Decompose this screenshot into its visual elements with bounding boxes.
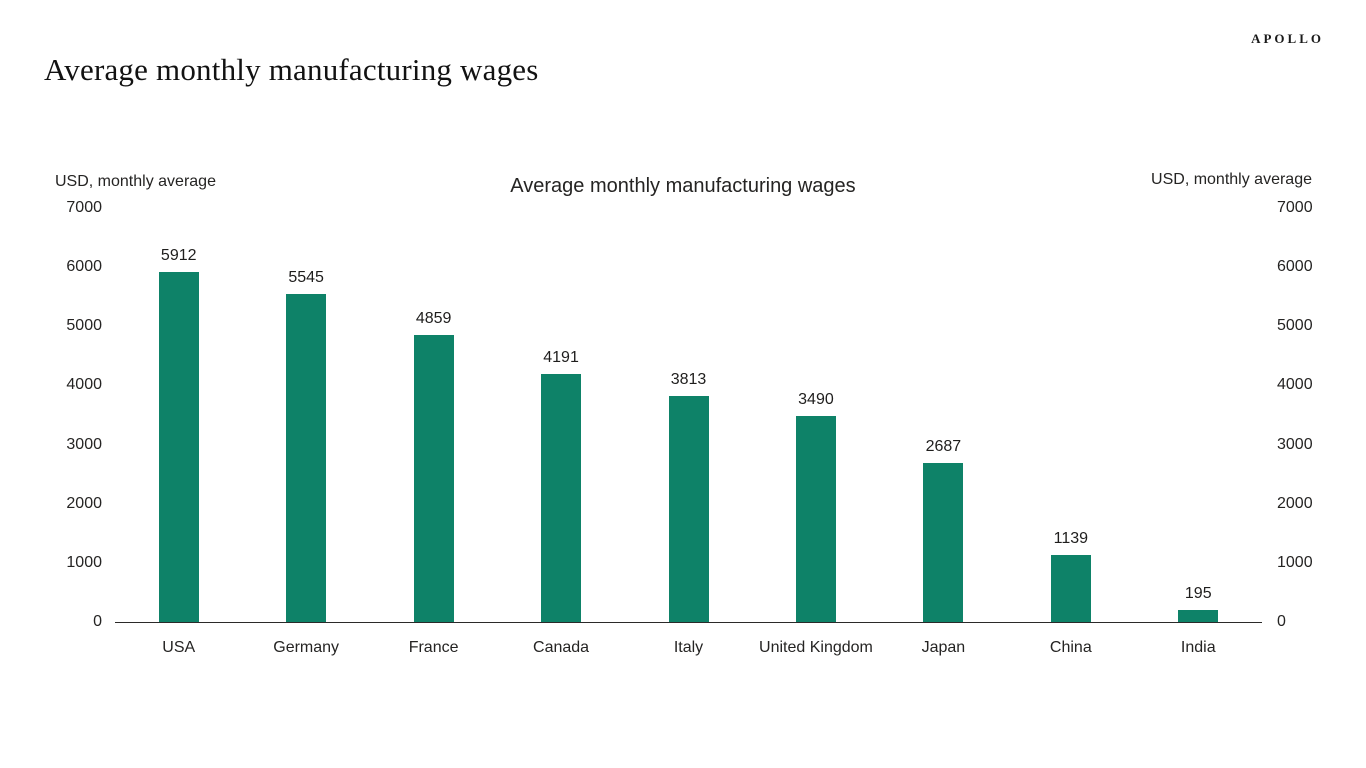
y-tick-label-left: 3000: [66, 435, 102, 453]
bar-china: [1050, 554, 1091, 622]
x-axis-line: [115, 622, 1262, 623]
x-tick-label-japan: Japan: [921, 639, 966, 656]
bar-germany: [286, 294, 327, 622]
y-tick-label-left: 0: [93, 613, 102, 630]
bar-value-label-canada: 4191: [543, 349, 579, 367]
x-tick-label-india: India: [1180, 639, 1216, 656]
x-tick-label-canada: Canada: [533, 639, 590, 656]
x-tick-label-italy: Italy: [673, 639, 704, 656]
right-axis-caption: USD, monthly average: [1151, 171, 1312, 188]
bar-france: [413, 334, 454, 622]
apollo-logo: APOLLO: [1251, 31, 1324, 46]
bar-value-label-india: 195: [1184, 585, 1212, 603]
bar-value-label-germany: 5545: [288, 269, 324, 287]
y-tick-label-right: 5000: [1277, 317, 1313, 335]
y-tick-label-right: 7000: [1277, 199, 1313, 216]
y-tick-label-right: 4000: [1277, 376, 1313, 394]
bar-canada: [541, 374, 582, 622]
bar-value-label-usa: 5912: [160, 247, 197, 265]
bar-india: [1178, 610, 1219, 622]
bar-value-label-united-kingdom: 3490: [798, 390, 834, 408]
bar-value-label-france: 4859: [415, 309, 452, 327]
bar-italy: [668, 396, 709, 622]
x-tick-label-usa: USA: [162, 639, 196, 656]
y-tick-label-left: 4000: [66, 376, 102, 394]
y-tick-label-right: 1000: [1277, 553, 1313, 571]
page-title: Average monthly manufacturing wages: [44, 52, 539, 87]
x-tick-label-france: France: [408, 639, 459, 656]
bar-value-label-italy: 3813: [670, 371, 707, 389]
y-tick-label-right: 6000: [1277, 258, 1313, 276]
bar-united-kingdom: [795, 415, 836, 622]
x-tick-label-china: China: [1049, 639, 1092, 656]
chart-title: Average monthly manufacturing wages: [510, 175, 856, 197]
y-tick-label-right: 0: [1277, 613, 1286, 630]
left-axis-caption: USD, monthly average: [55, 173, 216, 190]
bar-value-label-japan: 2687: [925, 438, 962, 456]
bar-japan: [923, 463, 964, 622]
y-tick-label-right: 3000: [1277, 435, 1313, 453]
y-tick-label-left: 6000: [66, 258, 102, 276]
y-tick-label-left: 1000: [66, 553, 102, 571]
y-tick-label-left: 5000: [66, 317, 102, 335]
x-tick-label-germany: Germany: [273, 639, 340, 656]
bar-value-label-china: 1139: [1053, 529, 1089, 547]
y-tick-label-right: 2000: [1277, 494, 1313, 512]
x-tick-label-united-kingdom: United Kingdom: [759, 639, 873, 656]
y-tick-label-left: 7000: [66, 199, 102, 216]
bar-usa: [158, 272, 199, 622]
y-tick-label-left: 2000: [66, 494, 102, 512]
